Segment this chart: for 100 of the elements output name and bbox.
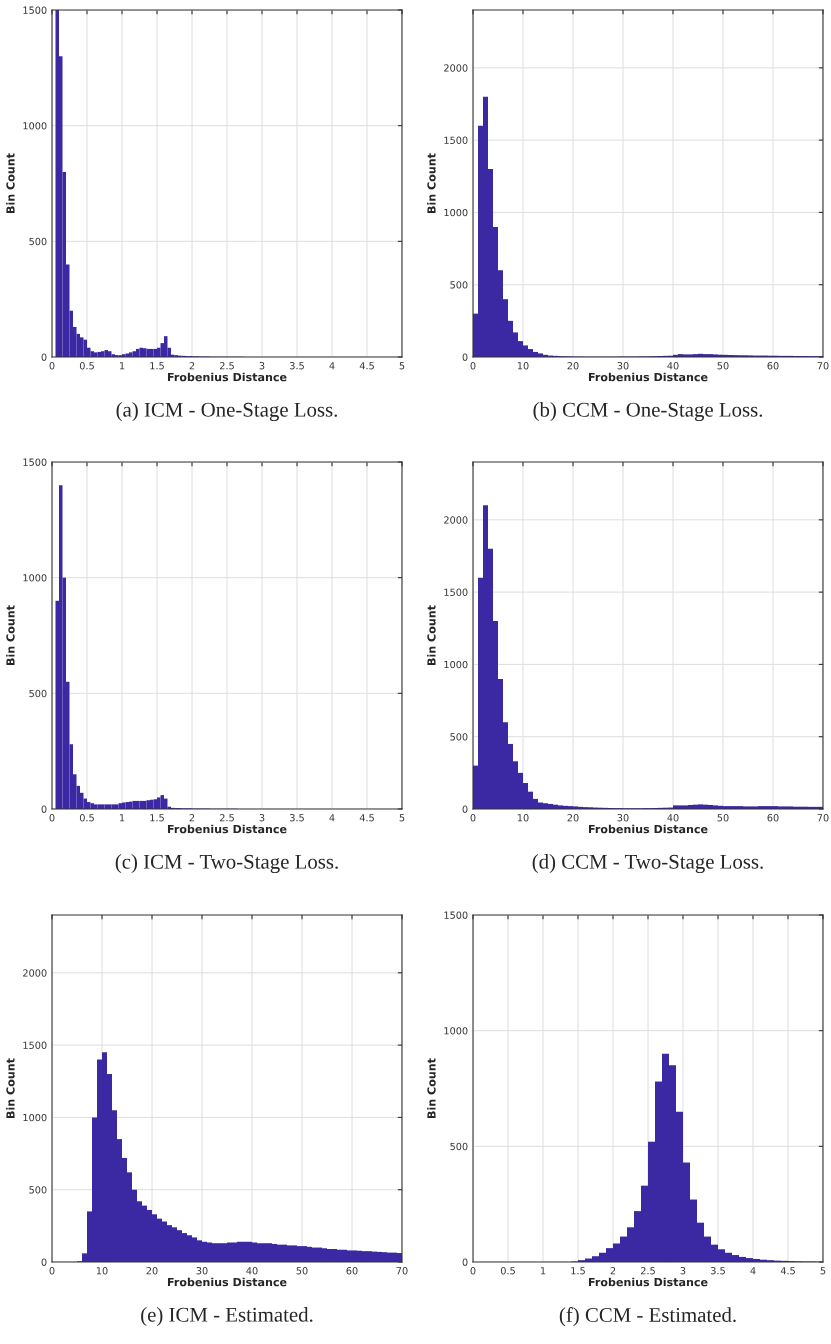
y-tick-label: 1500 — [444, 588, 468, 596]
text: (f) CCM - Estimated. — [559, 1307, 736, 1327]
x-tick-label: 2.5 — [219, 362, 234, 370]
y-tick-label: 500 — [450, 733, 468, 741]
y-axis-title: Bin Count — [6, 1058, 15, 1118]
x-tick-label: 10 — [517, 362, 529, 370]
x-tick-label: 4.5 — [780, 1267, 795, 1275]
y-tick-label: 1000 — [444, 660, 468, 669]
y-tick-label: 1000 — [444, 208, 468, 217]
x-tick-label: 40 — [246, 1267, 258, 1275]
x-axis-title: Frobenius Distance — [167, 372, 287, 382]
x-tick-label: 1.5 — [150, 362, 164, 370]
x-tick-label: 5 — [820, 1267, 826, 1275]
y-tick-label: 0 — [41, 1258, 47, 1266]
y-tick-label: 1000 — [23, 1113, 47, 1122]
x-tick-label: 3.5 — [290, 814, 304, 822]
x-tick-label: 4 — [329, 814, 335, 822]
x-tick-label: 3.5 — [711, 1267, 725, 1275]
y-tick-label: 1000 — [23, 122, 47, 130]
x-tick-label: 70 — [396, 1267, 408, 1275]
y-tick-label: 2000 — [444, 64, 468, 72]
x-tick-label: 20 — [567, 362, 579, 370]
x-tick-label: 2 — [189, 814, 195, 822]
x-axis-title: Frobenius Distance — [588, 824, 708, 834]
x-tick-label: 50 — [296, 1267, 308, 1275]
x-tick-label: 0 — [49, 1267, 55, 1275]
x-tick-label: 4 — [329, 362, 335, 370]
x-tick-label: 40 — [667, 814, 679, 822]
x-tick-label: 50 — [717, 362, 729, 370]
text: (a) ICM - One-Stage Loss. — [116, 402, 337, 422]
x-tick-label: 70 — [817, 362, 829, 370]
x-axis-title: Frobenius Distance — [167, 824, 287, 834]
x-tick-label: 1.5 — [571, 1267, 585, 1275]
x-tick-label: 60 — [346, 1267, 358, 1275]
x-tick-label: 30 — [617, 814, 629, 822]
x-tick-label: 1 — [119, 362, 125, 370]
x-tick-label: 2 — [189, 362, 195, 370]
x-tick-label: 5 — [399, 362, 405, 370]
x-tick-label: 20 — [146, 1267, 158, 1275]
y-tick-label: 500 — [29, 237, 47, 246]
text: (b) CCM - One-Stage Loss. — [533, 402, 763, 422]
y-tick-label: 0 — [462, 353, 468, 361]
x-tick-label: 2.5 — [219, 814, 234, 822]
y-tick-label: 1500 — [444, 911, 468, 919]
y-axis-title: Bin Count — [427, 1058, 436, 1118]
x-tick-label: 4.5 — [359, 814, 374, 822]
x-tick-label: 0 — [49, 814, 55, 822]
x-tick-label: 0 — [470, 814, 476, 822]
x-tick-label: 0.5 — [79, 814, 94, 822]
y-tick-label: 1000 — [444, 1027, 468, 1035]
x-tick-label: 60 — [767, 362, 779, 370]
y-axis-title: Bin Count — [427, 605, 436, 665]
x-tick-label: 30 — [617, 362, 629, 370]
y-tick-label: 1000 — [23, 574, 47, 582]
y-tick-label: 500 — [450, 1142, 468, 1151]
x-tick-label: 0 — [470, 1267, 476, 1275]
x-tick-label: 10 — [517, 814, 529, 822]
y-tick-label: 500 — [29, 1186, 47, 1194]
x-tick-label: 2.5 — [640, 1267, 655, 1275]
x-tick-label: 10 — [96, 1267, 108, 1275]
x-tick-label: 60 — [767, 814, 779, 822]
y-tick-label: 500 — [29, 689, 47, 698]
text: (d) CCM - Two-Stage Loss. — [532, 854, 763, 874]
x-tick-label: 3.5 — [290, 362, 304, 370]
y-tick-label: 500 — [450, 281, 468, 289]
y-tick-label: 1500 — [23, 6, 47, 14]
x-tick-label: 20 — [567, 814, 579, 822]
y-tick-label: 1500 — [444, 136, 468, 144]
x-tick-label: 3 — [680, 1267, 686, 1275]
x-tick-label: 3 — [259, 814, 265, 822]
x-tick-label: 50 — [717, 814, 729, 822]
x-tick-label: 0.5 — [500, 1267, 515, 1275]
x-axis-title: Frobenius Distance — [167, 1277, 287, 1287]
x-tick-label: 30 — [196, 1267, 208, 1275]
y-tick-label: 0 — [41, 805, 47, 813]
y-tick-label: 0 — [41, 353, 47, 361]
y-axis-title: Bin Count — [6, 153, 15, 213]
x-axis-title: Frobenius Distance — [588, 372, 708, 382]
x-tick-label: 1 — [540, 1267, 546, 1275]
x-tick-label: 3 — [259, 362, 265, 370]
y-tick-label: 1500 — [23, 1041, 47, 1049]
y-axis-title: Bin Count — [6, 605, 15, 665]
x-tick-label: 0.5 — [79, 362, 94, 370]
x-tick-label: 2 — [610, 1267, 616, 1275]
x-tick-label: 5 — [399, 814, 405, 822]
x-tick-label: 40 — [667, 362, 679, 370]
x-tick-label: 4.5 — [359, 362, 374, 370]
y-tick-label: 2000 — [444, 516, 468, 524]
x-axis-title: Frobenius Distance — [588, 1277, 708, 1287]
x-tick-label: 0 — [49, 362, 55, 370]
y-axis-title: Bin Count — [427, 153, 436, 213]
x-tick-label: 70 — [817, 814, 829, 822]
y-tick-label: 1500 — [23, 458, 47, 466]
x-tick-label: 1.5 — [150, 814, 164, 822]
y-tick-label: 0 — [462, 805, 468, 813]
x-tick-label: 1 — [119, 814, 125, 822]
y-tick-label: 2000 — [23, 969, 47, 977]
x-tick-label: 0 — [470, 362, 476, 370]
text: (e) ICM - Estimated. — [141, 1307, 313, 1326]
x-tick-label: 4 — [750, 1267, 756, 1275]
